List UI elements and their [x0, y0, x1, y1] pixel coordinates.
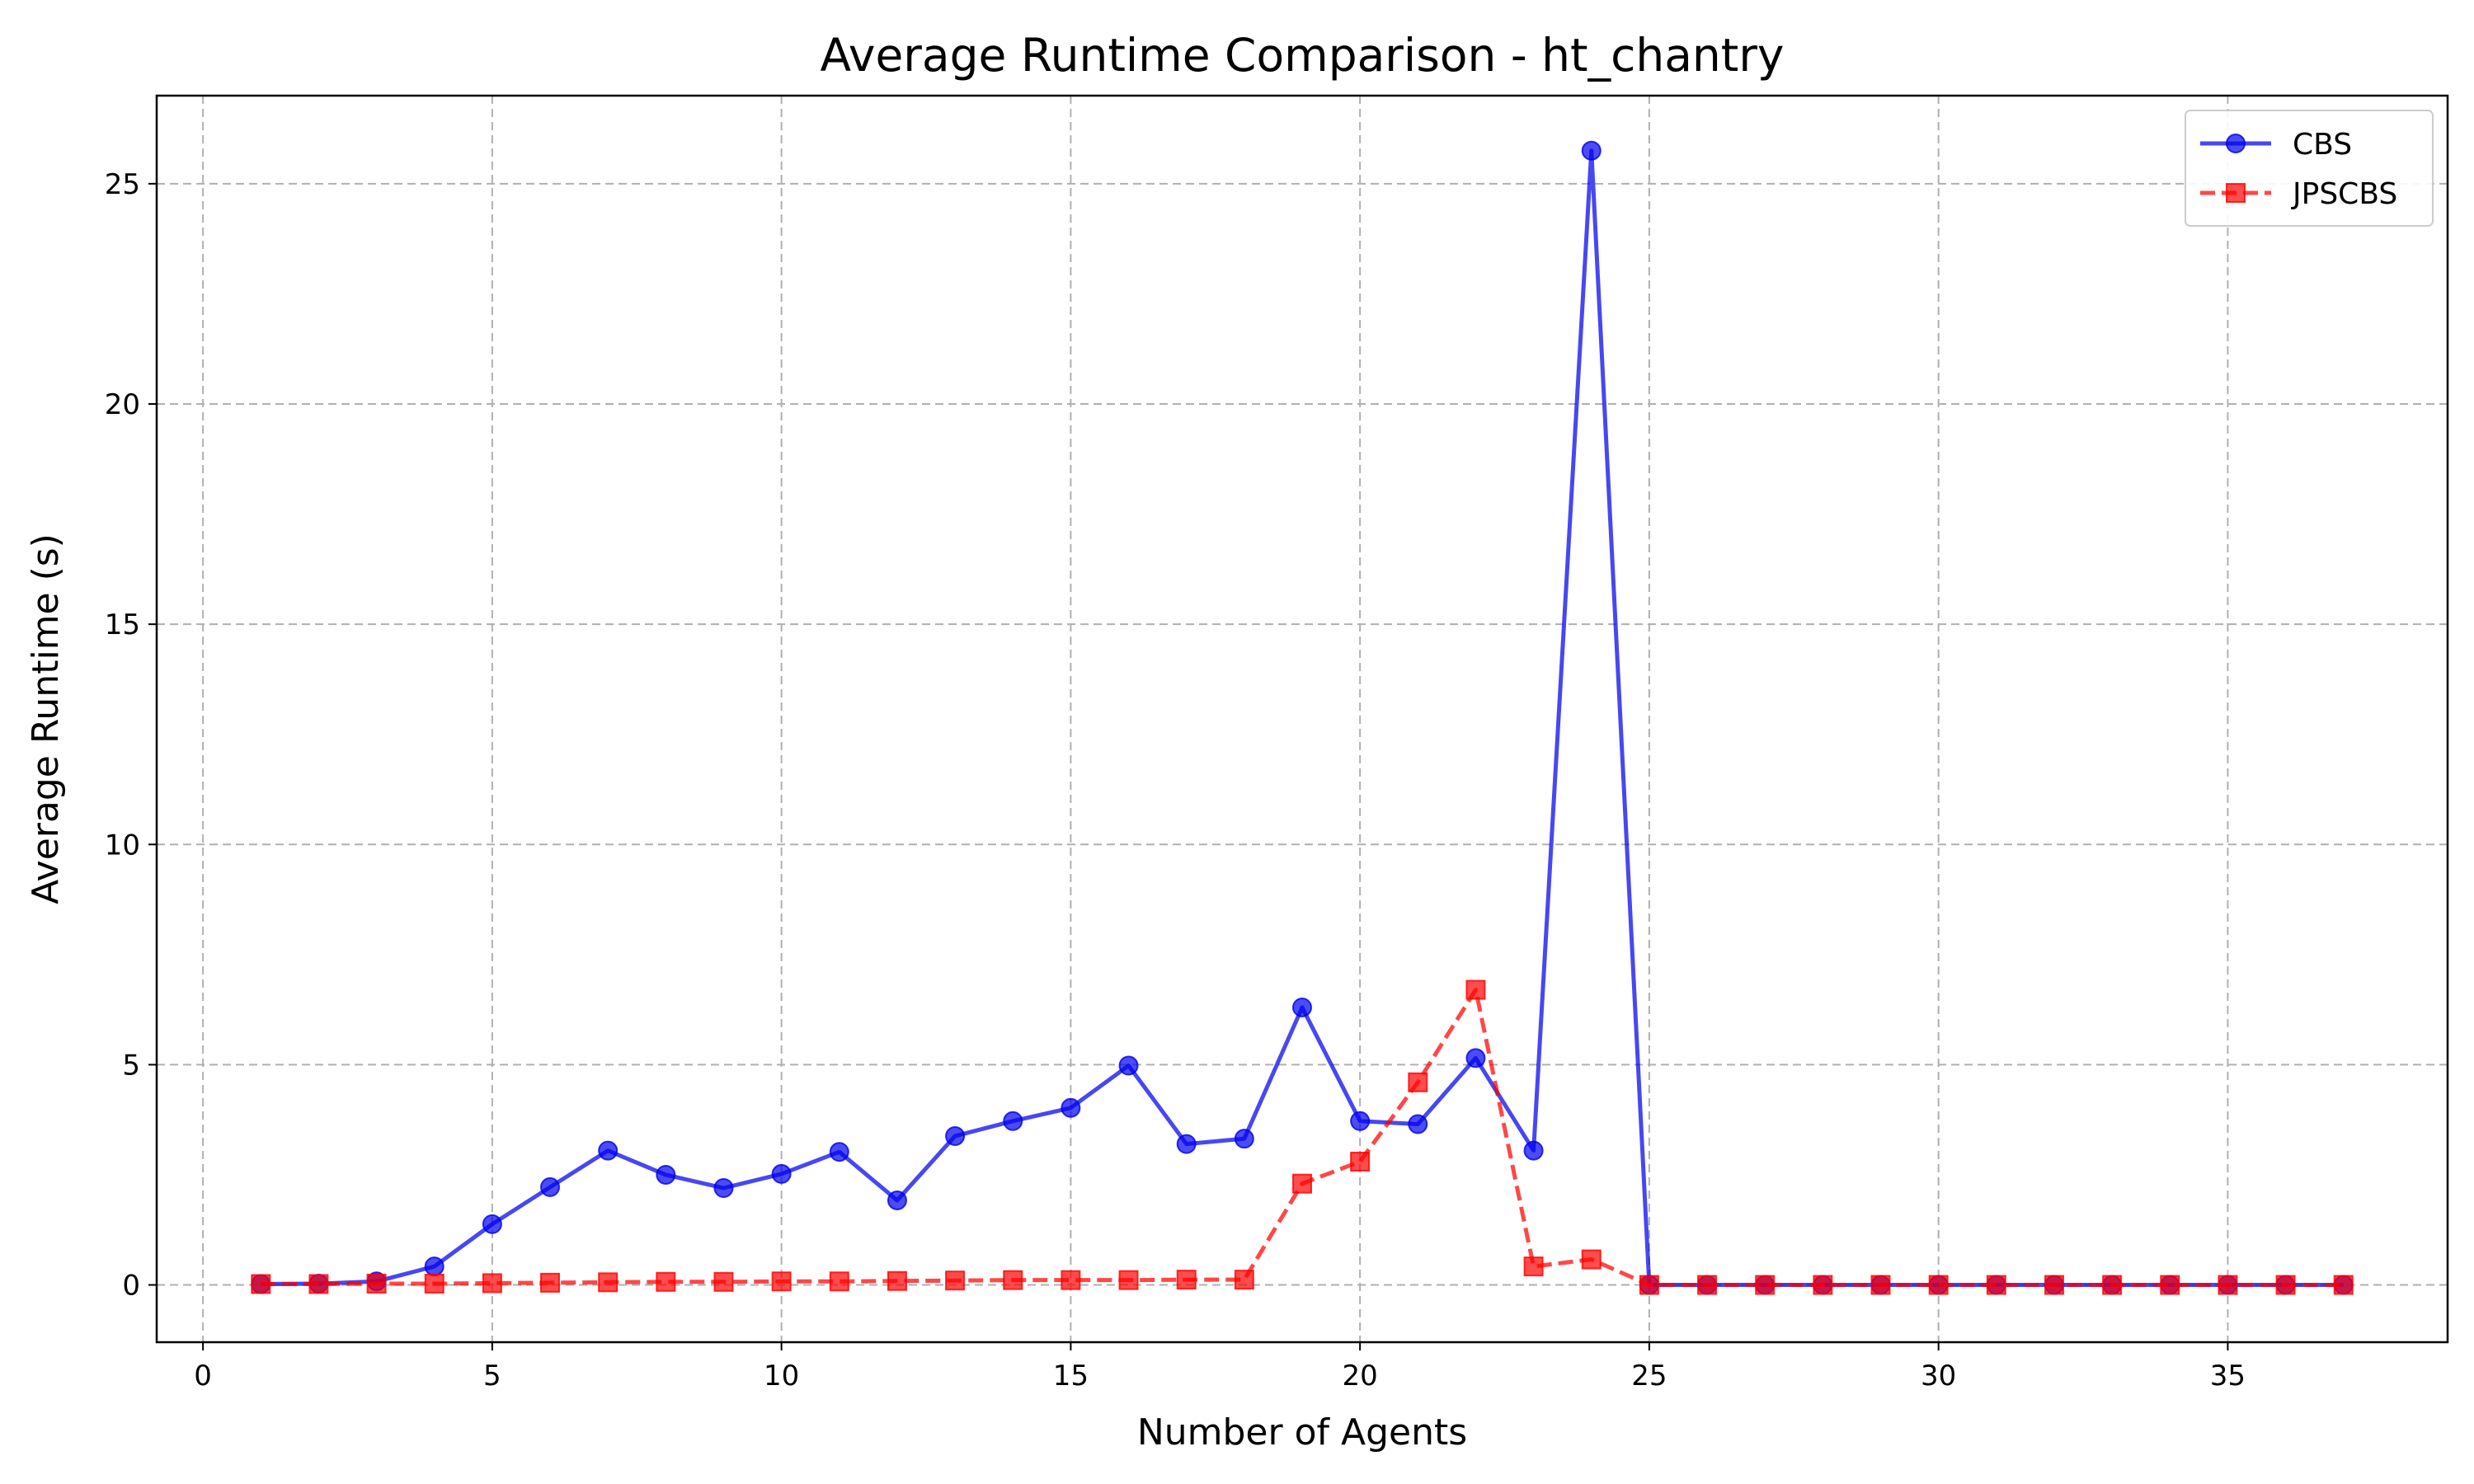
data-point-jpscbs [1350, 1151, 1371, 1172]
data-point-cbs [829, 1142, 849, 1162]
data-point-jpscbs [1292, 1173, 1312, 1194]
data-point-cbs [482, 1214, 502, 1234]
x-tick-label: 25 [1631, 1360, 1667, 1392]
data-point-jpscbs [366, 1273, 387, 1294]
data-point-jpscbs [887, 1270, 907, 1291]
data-point-jpscbs [1003, 1270, 1023, 1290]
plot-frame [155, 94, 2449, 1344]
data-point-cbs [1234, 1129, 1254, 1149]
data-point-jpscbs [598, 1272, 618, 1293]
series-line-jpscbs [261, 988, 2344, 1288]
data-point-jpscbs [2044, 1275, 2064, 1295]
data-point-cbs [598, 1140, 618, 1161]
data-point-jpscbs [1408, 1072, 1428, 1092]
legend-box [2185, 110, 2434, 227]
data-point-jpscbs [2333, 1275, 2354, 1295]
data-point-jpscbs [945, 1270, 966, 1291]
legend-marker-cbs [2226, 134, 2246, 153]
data-point-jpscbs [540, 1272, 561, 1293]
data-point-jpscbs [251, 1274, 271, 1294]
x-tick-label: 30 [1921, 1360, 1956, 1392]
data-point-cbs [1408, 1114, 1428, 1134]
data-point-jpscbs [1986, 1275, 2006, 1295]
data-point-cbs [656, 1164, 676, 1185]
data-point-jpscbs [2275, 1275, 2296, 1295]
y-tick-label: 25 [105, 168, 140, 201]
data-point-jpscbs [424, 1273, 444, 1294]
y-tick-label: 0 [122, 1270, 140, 1303]
data-point-jpscbs [1523, 1256, 1544, 1277]
y-tick-label: 5 [122, 1049, 140, 1082]
y-tick-label: 10 [105, 829, 140, 862]
data-point-cbs [1350, 1111, 1371, 1131]
data-point-jpscbs [1234, 1270, 1254, 1290]
series-jpscbs [251, 979, 2354, 1295]
chart-title: Average Runtime Comparison - ht_chantry [821, 29, 1785, 82]
data-point-jpscbs [771, 1271, 792, 1292]
data-point-jpscbs [308, 1274, 329, 1294]
series-line-cbs [261, 148, 2344, 1288]
data-point-cbs [1118, 1055, 1139, 1076]
data-point-jpscbs [656, 1271, 676, 1292]
legend-label-cbs: CBS [2293, 128, 2352, 162]
data-point-jpscbs [1061, 1270, 1081, 1290]
data-point-jpscbs [1581, 1249, 1602, 1270]
data-point-jpscbs [1755, 1275, 1776, 1295]
data-point-jpscbs [2218, 1275, 2238, 1295]
x-tick-label: 5 [483, 1360, 501, 1392]
data-point-jpscbs [482, 1273, 502, 1294]
data-point-jpscbs [2160, 1275, 2180, 1295]
data-point-jpscbs [1118, 1270, 1139, 1290]
data-point-cbs [1061, 1097, 1081, 1118]
x-tick-label: 35 [2210, 1360, 2246, 1392]
data-point-jpscbs [1928, 1275, 1949, 1295]
data-point-jpscbs [1697, 1275, 1718, 1295]
legend-marker-jpscbs [2226, 183, 2246, 203]
data-point-cbs [887, 1190, 907, 1210]
x-tick-label: 0 [194, 1360, 212, 1392]
legend-label-jpscbs: JPSCBS [2291, 177, 2397, 211]
legend-items: CBS JPSCBS [2200, 128, 2397, 211]
data-point-cbs [1003, 1111, 1023, 1131]
data-point-jpscbs [1813, 1275, 1833, 1295]
data-point-cbs [540, 1176, 561, 1197]
data-point-jpscbs [1465, 979, 1486, 1000]
data-point-cbs [771, 1163, 792, 1184]
data-point-jpscbs [1176, 1270, 1197, 1290]
series-cbs [251, 140, 2354, 1295]
data-point-cbs [713, 1178, 734, 1199]
y-tick-label: 15 [105, 608, 140, 641]
x-axis-title: Number of Agents [1137, 1411, 1467, 1453]
data-point-cbs [1523, 1140, 1544, 1161]
data-point-cbs [1465, 1048, 1486, 1068]
data-point-cbs [424, 1256, 444, 1277]
axis-ticks: 0 5 10 15 20 25 30 35 0 5 10 15 20 25 [105, 168, 2246, 1392]
data-point-cbs [1581, 140, 1602, 161]
data-point-jpscbs [1639, 1275, 1659, 1295]
x-tick-label: 15 [1053, 1360, 1089, 1392]
data-point-cbs [945, 1125, 966, 1146]
plot-series [251, 140, 2354, 1295]
y-axis-title: Average Runtime (s) [25, 533, 67, 904]
grid [157, 96, 2448, 1342]
data-point-jpscbs [829, 1271, 849, 1292]
y-tick-label: 20 [105, 388, 140, 421]
data-point-jpscbs [1870, 1275, 1891, 1295]
data-point-cbs [1176, 1134, 1197, 1154]
legend: CBS JPSCBS [2185, 110, 2434, 227]
x-tick-label: 10 [764, 1360, 799, 1392]
data-point-cbs [1292, 997, 1312, 1017]
x-tick-label: 20 [1343, 1360, 1378, 1392]
data-point-jpscbs [713, 1271, 734, 1292]
data-point-jpscbs [2102, 1275, 2123, 1295]
